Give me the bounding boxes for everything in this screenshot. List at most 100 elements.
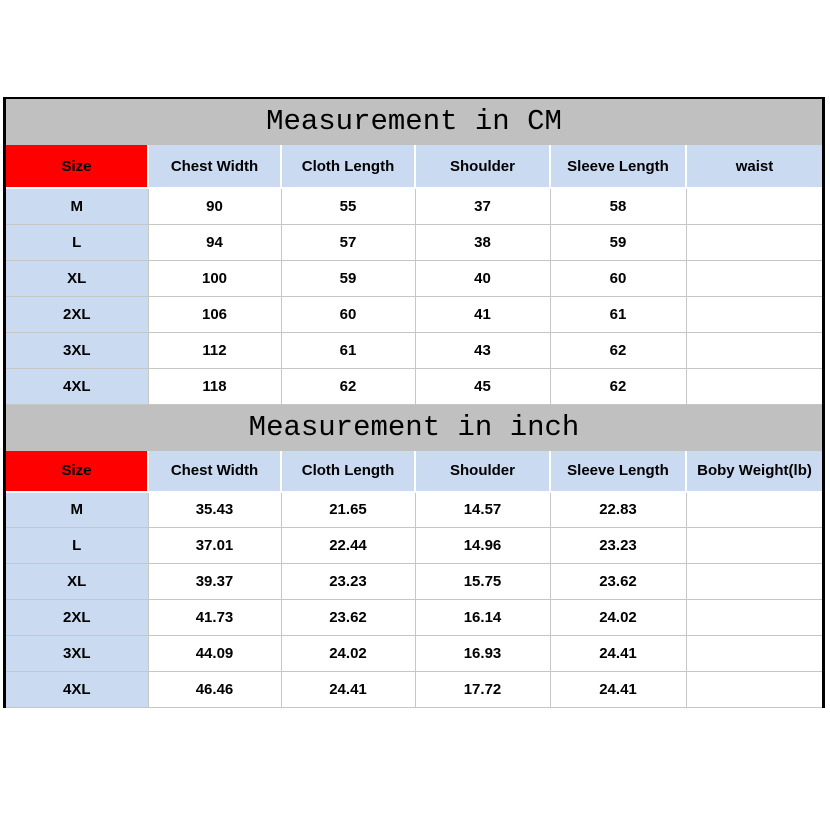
cm-header-sleeve-length: Sleeve Length <box>549 145 687 189</box>
table-row: 4XL 46.46 24.41 17.72 24.41 <box>6 671 822 708</box>
value-cell: 41 <box>414 295 551 333</box>
value-cell: 23.23 <box>280 563 416 600</box>
value-cell: 41.73 <box>147 599 282 636</box>
value-cell-empty <box>685 563 822 600</box>
value-cell: 17.72 <box>414 671 551 708</box>
value-cell: 57 <box>280 223 416 261</box>
value-cell: 14.57 <box>414 491 551 528</box>
inch-header-size: Size <box>6 450 149 493</box>
value-cell: 15.75 <box>414 563 551 600</box>
cm-header-size: Size <box>6 145 149 189</box>
value-cell: 118 <box>147 367 282 405</box>
cm-header-waist: waist <box>685 145 822 189</box>
value-cell: 23.62 <box>549 563 687 600</box>
value-cell: 24.41 <box>280 671 416 708</box>
size-cell: M <box>6 491 149 528</box>
inch-header-sleeve-length: Sleeve Length <box>549 450 687 493</box>
table-row: M 90 55 37 58 <box>6 187 822 225</box>
size-chart: Measurement in CM Size Chest Width Cloth… <box>3 97 825 708</box>
value-cell: 16.14 <box>414 599 551 636</box>
table-row: 2XL 106 60 41 61 <box>6 295 822 333</box>
table-row: L 37.01 22.44 14.96 23.23 <box>6 527 822 564</box>
inch-header-row: Size Chest Width Cloth Length Shoulder S… <box>6 450 822 493</box>
value-cell-empty <box>685 671 822 708</box>
size-cell: 2XL <box>6 295 149 333</box>
value-cell-empty <box>685 331 822 369</box>
value-cell: 62 <box>549 367 687 405</box>
value-cell: 37 <box>414 187 551 225</box>
value-cell: 23.23 <box>549 527 687 564</box>
size-cell: 2XL <box>6 599 149 636</box>
value-cell: 55 <box>280 187 416 225</box>
inch-section-title: Measurement in inch <box>6 404 822 451</box>
value-cell-empty <box>685 295 822 333</box>
value-cell-empty <box>685 223 822 261</box>
table-row: 3XL 112 61 43 62 <box>6 331 822 369</box>
size-cell: M <box>6 187 149 225</box>
value-cell: 61 <box>280 331 416 369</box>
value-cell: 58 <box>549 187 687 225</box>
value-cell: 45 <box>414 367 551 405</box>
size-cell: 4XL <box>6 671 149 708</box>
inch-header-chest-width: Chest Width <box>147 450 282 493</box>
value-cell: 21.65 <box>280 491 416 528</box>
value-cell: 59 <box>280 259 416 297</box>
table-row: 3XL 44.09 24.02 16.93 24.41 <box>6 635 822 672</box>
cm-section-title: Measurement in CM <box>6 99 822 145</box>
value-cell: 100 <box>147 259 282 297</box>
value-cell-empty <box>685 527 822 564</box>
inch-measurement-table: Size Chest Width Cloth Length Shoulder S… <box>6 450 822 708</box>
value-cell: 62 <box>280 367 416 405</box>
value-cell: 24.41 <box>549 635 687 672</box>
value-cell: 16.93 <box>414 635 551 672</box>
value-cell: 112 <box>147 331 282 369</box>
value-cell: 60 <box>280 295 416 333</box>
value-cell-empty <box>685 367 822 405</box>
value-cell: 59 <box>549 223 687 261</box>
value-cell: 90 <box>147 187 282 225</box>
table-row: 4XL 118 62 45 62 <box>6 367 822 405</box>
value-cell: 60 <box>549 259 687 297</box>
value-cell-empty <box>685 187 822 225</box>
value-cell: 37.01 <box>147 527 282 564</box>
inch-header-shoulder: Shoulder <box>414 450 551 493</box>
value-cell: 39.37 <box>147 563 282 600</box>
size-cell: L <box>6 527 149 564</box>
table-row: XL 100 59 40 60 <box>6 259 822 297</box>
value-cell-empty <box>685 635 822 672</box>
value-cell: 61 <box>549 295 687 333</box>
size-cell: 3XL <box>6 635 149 672</box>
table-row: 2XL 41.73 23.62 16.14 24.02 <box>6 599 822 636</box>
value-cell: 94 <box>147 223 282 261</box>
value-cell: 40 <box>414 259 551 297</box>
size-cell: XL <box>6 259 149 297</box>
value-cell: 35.43 <box>147 491 282 528</box>
table-row: XL 39.37 23.23 15.75 23.62 <box>6 563 822 600</box>
value-cell: 38 <box>414 223 551 261</box>
value-cell: 22.44 <box>280 527 416 564</box>
table-row: M 35.43 21.65 14.57 22.83 <box>6 491 822 528</box>
value-cell: 14.96 <box>414 527 551 564</box>
value-cell: 44.09 <box>147 635 282 672</box>
cm-header-chest-width: Chest Width <box>147 145 282 189</box>
value-cell: 46.46 <box>147 671 282 708</box>
value-cell: 106 <box>147 295 282 333</box>
value-cell: 22.83 <box>549 491 687 528</box>
cm-header-cloth-length: Cloth Length <box>280 145 416 189</box>
value-cell: 24.41 <box>549 671 687 708</box>
cm-header-shoulder: Shoulder <box>414 145 551 189</box>
inch-header-cloth-length: Cloth Length <box>280 450 416 493</box>
size-cell: XL <box>6 563 149 600</box>
size-cell: 4XL <box>6 367 149 405</box>
value-cell-empty <box>685 599 822 636</box>
value-cell: 23.62 <box>280 599 416 636</box>
size-cell: L <box>6 223 149 261</box>
value-cell: 62 <box>549 331 687 369</box>
value-cell: 43 <box>414 331 551 369</box>
value-cell-empty <box>685 491 822 528</box>
cm-header-row: Size Chest Width Cloth Length Shoulder S… <box>6 145 822 189</box>
inch-header-body-weight: Boby Weight(lb) <box>685 450 822 493</box>
size-cell: 3XL <box>6 331 149 369</box>
value-cell: 24.02 <box>280 635 416 672</box>
cm-measurement-table: Size Chest Width Cloth Length Shoulder S… <box>6 145 822 405</box>
